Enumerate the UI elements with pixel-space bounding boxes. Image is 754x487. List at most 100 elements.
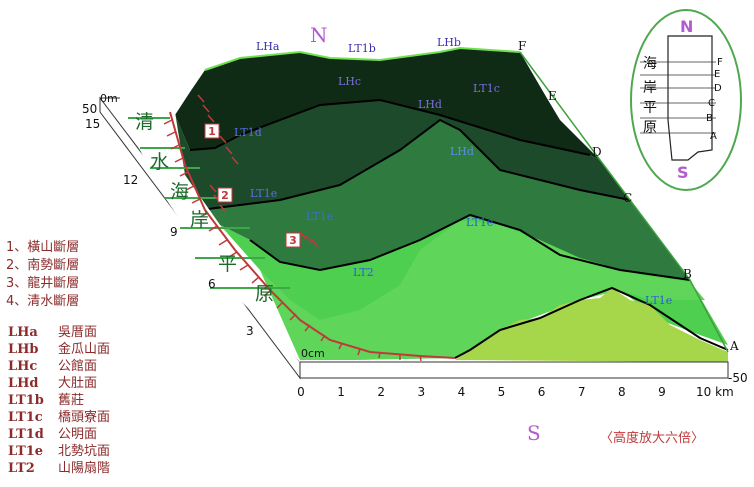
label-lt1d: LT1d: [234, 126, 262, 139]
surface-legend-name: 大肚面: [58, 376, 97, 391]
label-lt1e-c: LT1e: [466, 216, 493, 229]
coast-char-hai: 海: [170, 181, 189, 203]
surface-legend-code: LT2: [8, 461, 35, 476]
top-ridge-line: [204, 46, 521, 71]
label-lt1e-a: LT1e: [250, 187, 277, 200]
svg-text:2: 2: [221, 189, 229, 202]
fault-legend-item: 3、龍井斷層: [6, 275, 79, 291]
inset-letter-d: D: [714, 83, 722, 94]
surface-legend-code: LHa: [8, 325, 38, 340]
label-lt1b: LT1b: [348, 42, 376, 55]
surface-legend-name: 金瓜山面: [58, 341, 110, 357]
inset-char-yuan: 原: [643, 120, 657, 136]
block-bottom-face: [299, 361, 729, 379]
x-tick-label: 2: [377, 385, 385, 399]
inset-north: N: [680, 17, 693, 36]
inset-char-ping: 平: [643, 100, 657, 116]
label-lhb: LHb: [437, 36, 461, 49]
label-lhd: LHd: [418, 98, 442, 111]
surface-legend-name: 公館面: [58, 359, 97, 374]
fault-marker-3: 3: [285, 232, 301, 248]
scale-tick-12: 12: [123, 173, 138, 187]
compass-north: N: [310, 23, 328, 47]
scale-tick-3: 3: [246, 324, 254, 338]
corner-c: C: [623, 191, 632, 205]
label-lt1e-b: LT1e: [306, 210, 333, 223]
inset-char-an: 岸: [643, 80, 657, 96]
x-tick-label: 1: [337, 385, 345, 399]
surface-legend-name: 舊莊: [58, 393, 84, 408]
x-axis: 0 1 2 3 4 5 6 7 8 9 10 km: [297, 385, 734, 399]
terrain-layer-lha: [175, 48, 600, 160]
fault-marker-1: 1: [204, 123, 220, 139]
scale-tick-9: 9: [170, 225, 178, 239]
svg-text:3: 3: [289, 234, 297, 247]
right-edge-line: [519, 51, 729, 353]
surface-legend-code: LHb: [8, 342, 39, 357]
x-tick-label: 7: [578, 385, 586, 399]
inset-char-hai: 海: [643, 56, 657, 72]
surface-legend-code: LT1c: [8, 410, 43, 425]
surface-legend-code: LHd: [8, 376, 39, 391]
fault-legend-item: 4、清水斷層: [6, 294, 79, 309]
coast-char-shui: 水: [150, 151, 169, 173]
inset-letter-e: E: [714, 69, 720, 80]
boundary-line-3: [249, 213, 691, 281]
x-tick-label: 4: [458, 385, 466, 399]
coast-char-ping: 平: [218, 253, 237, 275]
corner-e: E: [548, 89, 557, 103]
coast-char-qing: 清: [135, 111, 154, 133]
coast-char-an: 岸: [190, 209, 209, 231]
fault-legend-item: 1、橫山斷層: [6, 240, 79, 255]
label-lhc: LHc: [338, 75, 361, 88]
surface-legend-code: LT1b: [8, 393, 44, 408]
inset-letter-f: F: [717, 57, 723, 68]
corner-a: A: [729, 339, 739, 353]
surface-legend-name: 吳厝面: [58, 325, 97, 340]
boundary-line-2: [199, 118, 631, 211]
x-tick-label: 0: [297, 385, 305, 399]
fault-marker-2: 2: [217, 187, 233, 203]
label-lt1e-d: LT1e: [645, 294, 672, 307]
label-lhd-b: LHd: [450, 145, 474, 158]
x-tick-label: 10 km: [696, 385, 734, 399]
scale-tick-15: 15: [85, 117, 100, 131]
inset-map: N S 海 岸 平 原 F E D C B A: [630, 9, 742, 191]
coast-char-yuan: 原: [255, 283, 274, 305]
scale-tick-6: 6: [208, 277, 216, 291]
scale-bottom-0cm: 0cm: [301, 347, 325, 360]
boundary-line-1: [189, 98, 591, 156]
x-tick-label: 9: [658, 385, 666, 399]
x-tick-label: 3: [417, 385, 425, 399]
x-tick-label: 5: [498, 385, 506, 399]
compass-south: S: [527, 421, 541, 445]
coast-fault-line: [169, 111, 456, 359]
surface-legend-code: LT1d: [8, 427, 44, 442]
terrain-layer-lhd: [185, 120, 690, 280]
surface-legend-name: 山陽扇階: [58, 460, 110, 476]
corner-b: B: [683, 267, 692, 281]
label-lt2: LT2: [353, 266, 374, 279]
surface-legend-name: 公明面: [58, 427, 97, 442]
terrain-layer-lhc: [175, 100, 630, 210]
inset-letter-c: C: [708, 98, 715, 109]
corner-d: D: [592, 145, 602, 159]
x-tick-label: 6: [538, 385, 546, 399]
fault-legend: 1、橫山斷層 2、南勢斷層 3、龍井斷層 4、清水斷層: [6, 240, 79, 309]
terrain-layer-front: [455, 288, 728, 362]
svg-text:1: 1: [208, 125, 216, 138]
surface-legend-name: 橋頭寮面: [58, 409, 110, 425]
label-lt1c: LT1c: [473, 82, 500, 95]
coast-fault-hatches: [163, 119, 422, 362]
x-tick-label: 8: [618, 385, 626, 399]
inset-letter-a: A: [710, 131, 717, 142]
label-lha: LHa: [256, 40, 280, 53]
fault-legend-item: 2、南勢斷層: [6, 257, 79, 273]
surface-legend-name: 北勢坑面: [58, 444, 110, 459]
corner-f: F: [518, 39, 526, 53]
exaggeration-note: 〈高度放大六倍〉: [600, 430, 704, 446]
scale-unit-0m: 0m: [100, 92, 118, 105]
boundary-line-4: [454, 286, 729, 359]
terrain-layer-lt2: [260, 220, 705, 360]
